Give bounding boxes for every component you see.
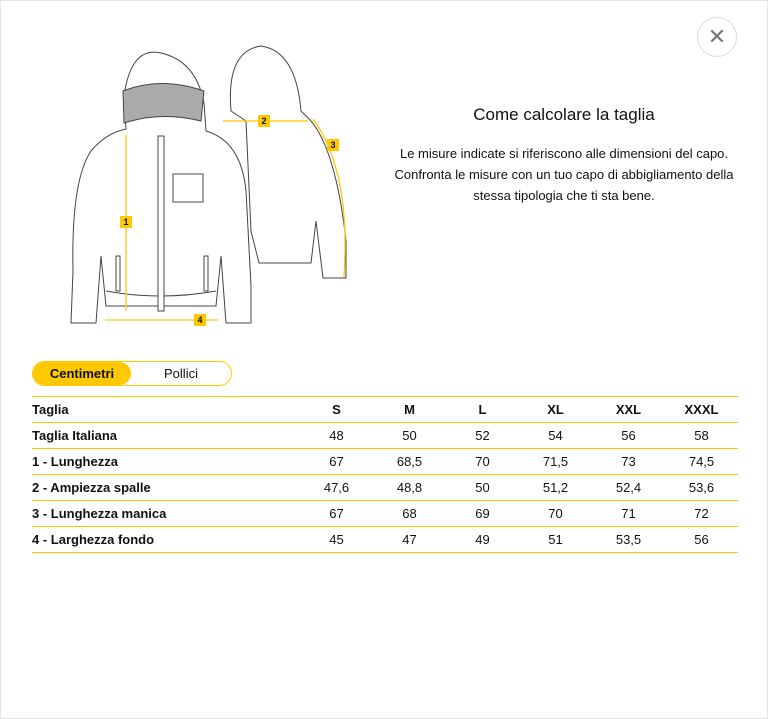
table-cell: 68 bbox=[373, 500, 446, 527]
table-cell: 50 bbox=[446, 474, 519, 501]
jacket-back bbox=[229, 45, 347, 279]
table-cell: 51,2 bbox=[519, 474, 592, 501]
table-cell: 50 bbox=[373, 422, 446, 449]
header-s: S bbox=[300, 396, 373, 423]
header-xxxl: XXXL bbox=[665, 396, 738, 423]
marker-4 bbox=[194, 314, 206, 326]
unit-centimetri-button[interactable]: Centimetri bbox=[33, 362, 131, 385]
table-cell: 71,5 bbox=[519, 448, 592, 475]
table-cell: 68,5 bbox=[373, 448, 446, 475]
table-cell: 72 bbox=[665, 500, 738, 527]
unit-toggle: Centimetri Pollici bbox=[32, 361, 232, 386]
table-cell: 48 bbox=[300, 422, 373, 449]
table-row: 3 - Lunghezza manica 67 68 69 70 71 72 bbox=[32, 500, 738, 527]
header-taglia: Taglia bbox=[32, 396, 300, 423]
info-text: Le misure indicate si riferiscono alle d… bbox=[394, 146, 734, 203]
row-label: 1 - Lunghezza bbox=[32, 448, 300, 475]
table-cell: 56 bbox=[592, 422, 665, 449]
close-button[interactable]: ✕ bbox=[697, 17, 737, 57]
jacket-front bbox=[70, 51, 252, 324]
header-xxl: XXL bbox=[592, 396, 665, 423]
row-label: 2 - Ampiezza spalle bbox=[32, 474, 300, 501]
table-cell: 56 bbox=[665, 526, 738, 553]
info-title: Come calcolare la taglia bbox=[473, 105, 655, 124]
marker-3-label: 3 bbox=[330, 140, 335, 150]
header-xl: XL bbox=[519, 396, 592, 423]
table-cell: 53,5 bbox=[592, 526, 665, 553]
table-row: 4 - Larghezza fondo 45 47 49 51 53,5 56 bbox=[32, 526, 738, 553]
marker-2 bbox=[258, 115, 270, 127]
table-cell: 73 bbox=[592, 448, 665, 475]
size-table: Taglia S M L XL XXL XXXL Taglia Italiana… bbox=[32, 396, 738, 553]
table-cell: 69 bbox=[446, 500, 519, 527]
header-l: L bbox=[446, 396, 519, 423]
jacket-measurement-illustration: 1 2 3 4 bbox=[70, 45, 347, 326]
table-cell: 49 bbox=[446, 526, 519, 553]
table-cell: 54 bbox=[519, 422, 592, 449]
table-cell: 70 bbox=[446, 448, 519, 475]
table-cell: 52,4 bbox=[592, 474, 665, 501]
marker-3 bbox=[327, 139, 339, 151]
table-cell: 53,6 bbox=[665, 474, 738, 501]
table-row: Taglia Italiana 48 50 52 54 56 58 bbox=[32, 422, 738, 449]
row-label: 3 - Lunghezza manica bbox=[32, 500, 300, 527]
marker-1-label: 1 bbox=[123, 217, 128, 227]
info-panel: Come calcolare la taglia Le misure indic… bbox=[381, 105, 747, 206]
table-cell: 58 bbox=[665, 422, 738, 449]
table-cell: 70 bbox=[519, 500, 592, 527]
table-cell: 67 bbox=[300, 500, 373, 527]
table-cell: 47,6 bbox=[300, 474, 373, 501]
table-cell: 48,8 bbox=[373, 474, 446, 501]
table-row: 1 - Lunghezza 67 68,5 70 71,5 73 74,5 bbox=[32, 448, 738, 475]
row-label: Taglia Italiana bbox=[32, 422, 300, 449]
marker-2-label: 2 bbox=[261, 116, 266, 126]
unit-pollici-button[interactable]: Pollici bbox=[164, 366, 198, 381]
row-label: 4 - Larghezza fondo bbox=[32, 526, 300, 553]
table-cell: 67 bbox=[300, 448, 373, 475]
table-cell: 45 bbox=[300, 526, 373, 553]
table-cell: 74,5 bbox=[665, 448, 738, 475]
marker-4-label: 4 bbox=[197, 315, 202, 325]
table-cell: 71 bbox=[592, 500, 665, 527]
close-icon: ✕ bbox=[707, 24, 727, 49]
table-cell: 51 bbox=[519, 526, 592, 553]
header-m: M bbox=[373, 396, 446, 423]
table-cell: 47 bbox=[373, 526, 446, 553]
table-row: 2 - Ampiezza spalle 47,6 48,8 50 51,2 52,4 53,… bbox=[32, 474, 738, 501]
marker-1 bbox=[120, 216, 132, 228]
table-header-row: Taglia S M L XL XXL XXXL bbox=[32, 396, 738, 423]
table-cell: 52 bbox=[446, 422, 519, 449]
